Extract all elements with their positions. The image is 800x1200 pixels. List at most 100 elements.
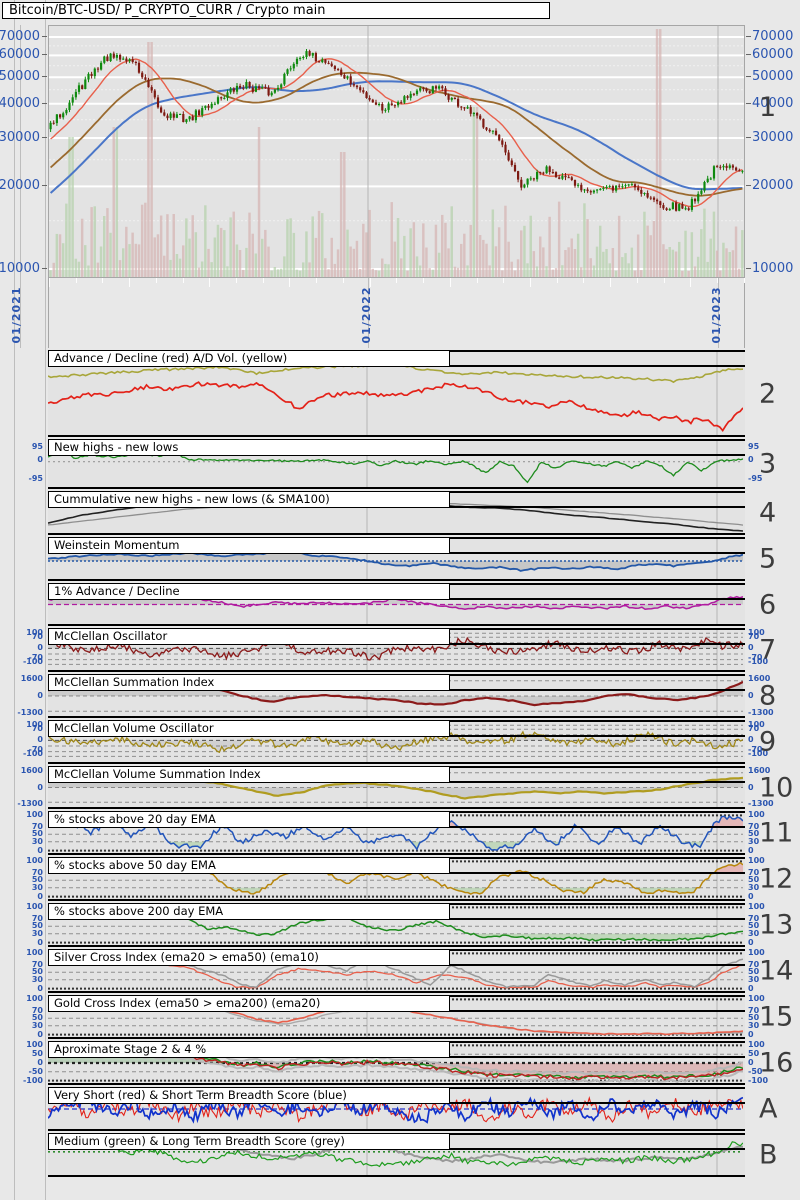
axis-label: 0: [37, 845, 43, 855]
panel-title: Weinstein Momentum: [48, 537, 450, 554]
axis-label: 70: [31, 959, 43, 969]
axis-label: 0: [748, 691, 754, 700]
gold-cross-index-chart[interactable]: Gold Cross Index (ema50 > ema200) (ema20…: [48, 995, 745, 1039]
axis-label: 100: [26, 994, 43, 1004]
axis-label: 100: [26, 856, 43, 866]
panel-title-step-line: [449, 1056, 745, 1058]
axis-label: 0: [748, 455, 754, 465]
panel-title-step-line: [449, 918, 745, 920]
panel-number: 10: [759, 772, 794, 803]
axis-label: 0: [37, 735, 43, 744]
panel-number: 9: [759, 726, 777, 758]
price-axis-label: 70000: [752, 29, 794, 45]
mcclellan-vol-oscillator-chart[interactable]: McClellan Volume Oscillator: [48, 720, 745, 764]
panel-title: Medium (green) & Long Term Breadth Score…: [48, 1133, 450, 1150]
candlestick-volume-chart[interactable]: [49, 26, 744, 277]
axis-label: 50: [31, 921, 43, 931]
panel-title: % stocks above 200 day EMA: [48, 903, 450, 920]
panel-title: New highs - new lows: [48, 439, 450, 456]
axis-label: 100: [26, 948, 43, 958]
axis-label: -100: [748, 657, 769, 666]
panel-title-step-line: [449, 598, 745, 600]
panel-title-step-line: [449, 735, 745, 737]
axis-label: 70: [31, 913, 43, 923]
price-axis-label: 10000: [0, 261, 40, 276]
price-axis-label: 40000: [752, 95, 794, 111]
axis-label: 30: [748, 1020, 760, 1030]
axis-label: 70: [748, 959, 760, 969]
panel-title-step-line: [449, 964, 745, 966]
month-tick: [690, 278, 692, 287]
axis-label: 0: [748, 643, 754, 652]
axis-label: 50: [748, 1049, 760, 1059]
axis-label: -1300: [17, 707, 43, 717]
axis-label: 50: [31, 829, 43, 839]
panel-number: B: [759, 1139, 778, 1171]
panel-pct-above-20ema: 100 70 50 30 0% stocks above 20 day EMA 100 70…: [0, 811, 800, 855]
mcclellan-summation-chart[interactable]: McClellan Summation Index: [48, 674, 745, 718]
month-tick: [129, 278, 131, 287]
mcclellan-oscillator-chart[interactable]: McClellan Oscillator: [48, 628, 745, 672]
panel-advance-decline: Advance / Decline (red) A/D Vol. (yellow…: [0, 350, 800, 437]
axis-label: -1300: [748, 707, 774, 717]
axis-label: 100: [26, 1040, 43, 1050]
axis-label: 0: [748, 891, 754, 901]
axis-label: 30: [748, 882, 760, 892]
month-tick: [262, 278, 264, 283]
medium-long-breadth-chart[interactable]: Medium (green) & Long Term Breadth Score…: [48, 1133, 745, 1177]
panel-number: 15: [759, 1001, 794, 1033]
axis-label: 100: [26, 720, 43, 730]
month-tick: [289, 278, 291, 287]
month-tick: [396, 278, 398, 283]
price-panel: 70000 60000 50000 40000 30000 20000 10000 7000…: [0, 25, 800, 278]
price-axis-left: 70000 60000 50000 40000 30000 20000 10000: [0, 25, 48, 278]
short-term-breadth-chart[interactable]: Very Short (red) & Short Term Breadth Sc…: [48, 1087, 745, 1131]
silver-cross-index-chart[interactable]: Silver Cross Index (ema20 > ema50) (ema1…: [48, 949, 745, 993]
axis-label: 70: [31, 1005, 43, 1015]
panel-title: 1% Advance / Decline: [48, 583, 450, 600]
month-tick: [717, 278, 719, 283]
axis-label: 95: [31, 441, 43, 451]
axis-label: -1300: [17, 798, 43, 808]
axis-label: 70: [31, 632, 43, 642]
mcclellan-vol-summation-chart[interactable]: McClellan Volume Summation Index: [48, 766, 745, 809]
month-tick: [316, 278, 318, 283]
axis-label: 30: [748, 836, 760, 846]
new-highs-lows-chart[interactable]: New highs - new lows: [48, 439, 745, 489]
axis-label: -70: [28, 653, 43, 662]
indicator-panels: Advance / Decline (red) A/D Vol. (yellow…: [0, 350, 800, 1177]
axis-label: 100: [748, 948, 765, 958]
price-axis-label: 10000: [752, 261, 794, 276]
axis-label: 30: [31, 882, 43, 892]
axis-label: 70: [748, 867, 760, 877]
panel-one-pct-adv-decl: 1% Advance / Decline 6: [0, 583, 800, 626]
pct-above-50ema-chart[interactable]: % stocks above 50 day EMA: [48, 857, 745, 901]
month-tick: [369, 278, 371, 287]
weinstein-momentum-chart[interactable]: Weinstein Momentum: [48, 537, 745, 581]
axis-label: -70: [28, 745, 43, 754]
axis-label: 0: [748, 845, 754, 855]
pct-above-20ema-chart[interactable]: % stocks above 20 day EMA: [48, 811, 745, 855]
advance-decline-chart[interactable]: Advance / Decline (red) A/D Vol. (yellow…: [48, 350, 745, 437]
panel-number: 13: [759, 909, 794, 941]
panel-pct-above-200ema: 100 70 50 30 0% stocks above 200 day EMA 100 7…: [0, 903, 800, 947]
axis-label: 0: [37, 891, 43, 901]
axis-label: 0: [748, 782, 754, 792]
month-tick: [342, 278, 344, 283]
price-chart[interactable]: [48, 25, 745, 278]
pct-above-200ema-chart[interactable]: % stocks above 200 day EMA: [48, 903, 745, 947]
axis-label: 0: [37, 782, 43, 792]
panel-title-step-line: [449, 454, 745, 456]
cumulative-nh-nl-chart[interactable]: Cummulative new highs - new lows (& SMA1…: [48, 491, 745, 535]
one-pct-adv-decl-chart[interactable]: 1% Advance / Decline: [48, 583, 745, 626]
panel-number: 16: [759, 1047, 794, 1079]
axis-label: -100: [748, 749, 769, 758]
panel-number: 2: [759, 378, 777, 409]
month-tick: [102, 278, 104, 283]
axis-label: 0: [748, 937, 754, 947]
axis-label: -100: [22, 657, 43, 666]
approx-stage-chart[interactable]: Aproximate Stage 2 & 4 %: [48, 1041, 745, 1085]
axis-label: 50: [748, 875, 760, 885]
panel-title-step-line: [449, 1102, 745, 1104]
month-tick: [530, 278, 532, 287]
